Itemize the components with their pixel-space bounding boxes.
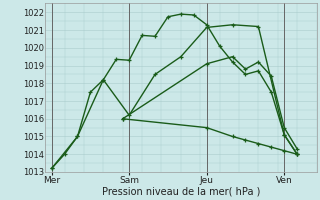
X-axis label: Pression niveau de la mer( hPa ): Pression niveau de la mer( hPa ) [102,187,260,197]
